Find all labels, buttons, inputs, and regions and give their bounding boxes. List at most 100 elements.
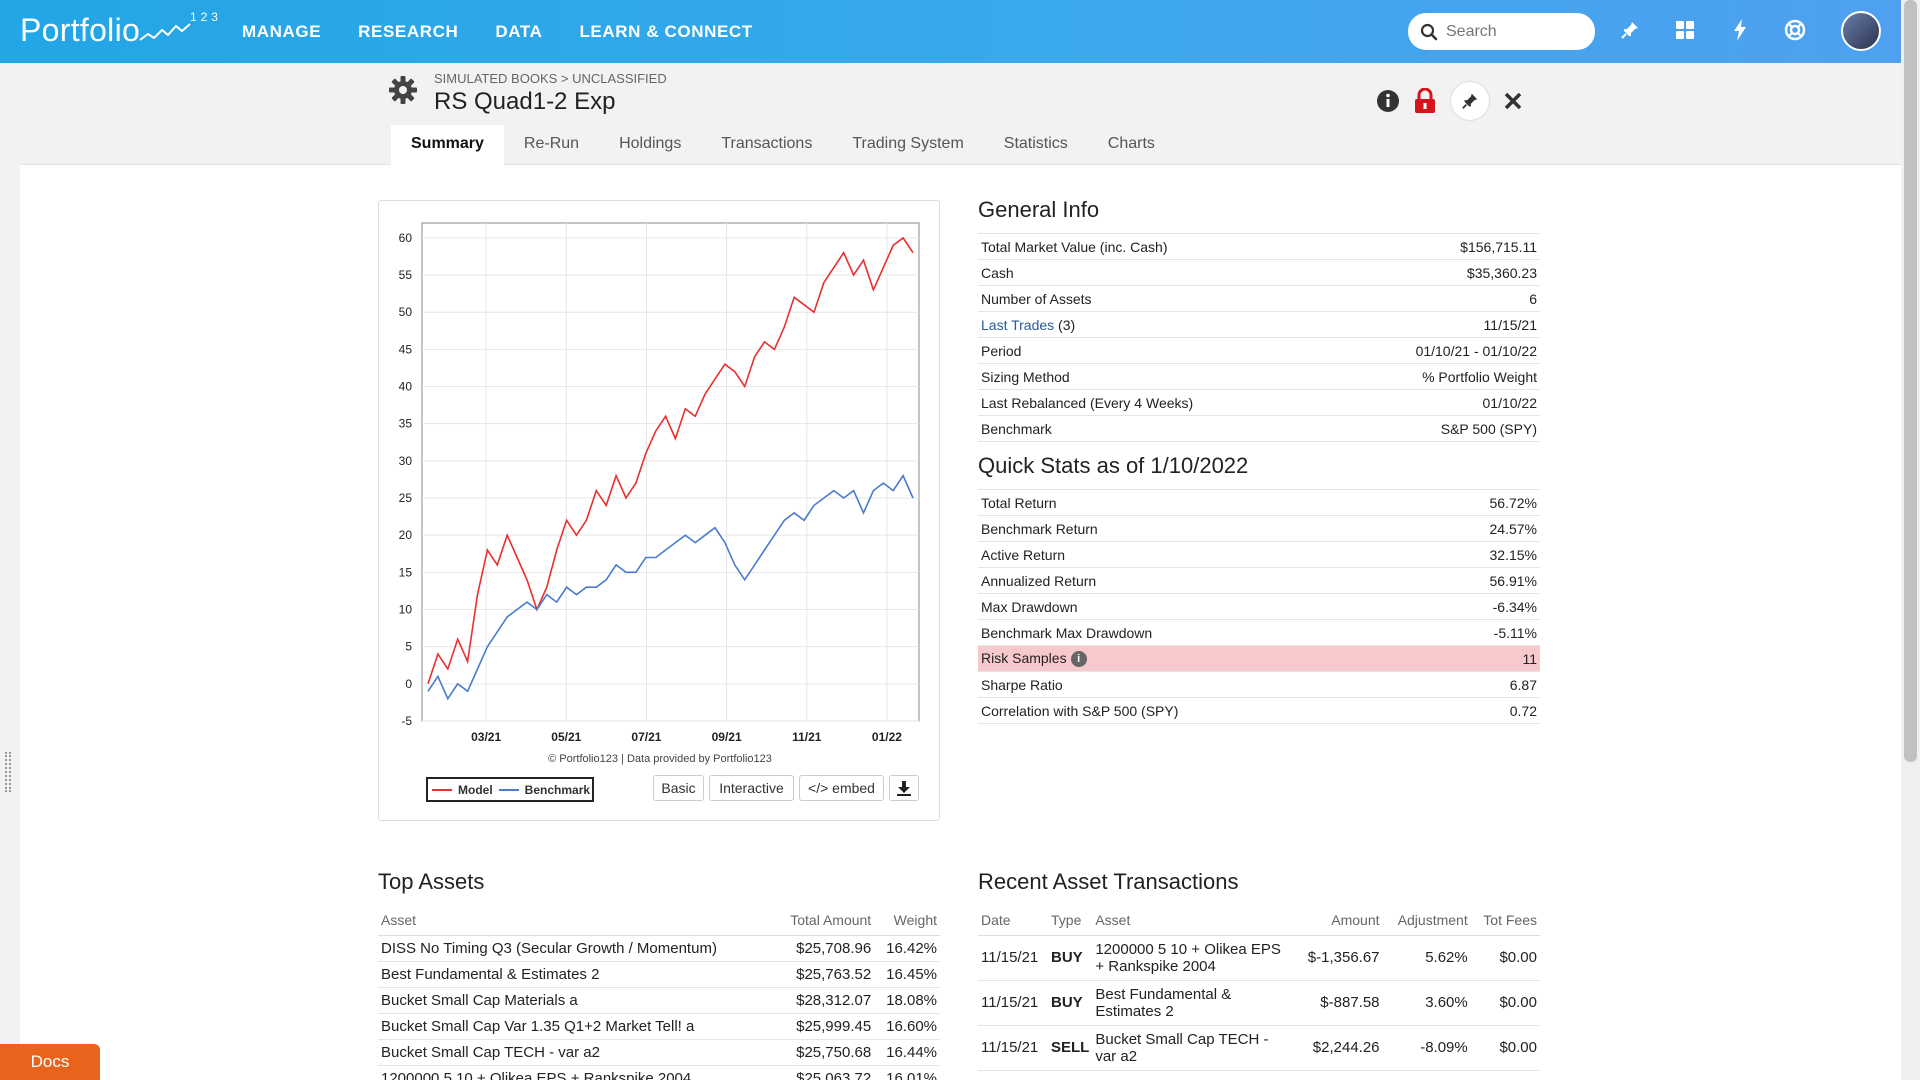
- col-type[interactable]: Type: [1048, 905, 1093, 936]
- last-trades-link[interactable]: Last Trades: [981, 316, 1055, 333]
- col-adjustment[interactable]: Adjustment: [1382, 905, 1471, 936]
- info-icon[interactable]: i: [1070, 651, 1087, 668]
- chart-download-button[interactable]: [889, 775, 919, 801]
- legend-benchmark: Benchmark: [524, 782, 591, 797]
- apps-grid-icon[interactable]: [1672, 17, 1697, 42]
- tx-date: 11/15/21: [978, 1025, 1048, 1071]
- portfolio123-logo[interactable]: Portfolio 1 2 3: [20, 10, 218, 49]
- page-scrollbar[interactable]: [1901, 0, 1920, 1080]
- info-value: $35,360.23: [1332, 259, 1540, 286]
- general-info-title: General Info: [978, 197, 1100, 222]
- stat-row: Max Drawdown -6.34%: [978, 593, 1540, 620]
- tab-trading-system[interactable]: Trading System: [852, 135, 964, 152]
- tx-asset-link[interactable]: Bucket Small Cap TECH - var a2: [1092, 1025, 1293, 1071]
- stat-label: Benchmark Max Drawdown: [978, 619, 1423, 646]
- search-input[interactable]: [1446, 22, 1586, 41]
- asset-link[interactable]: 1200000 5 10 + Olikea EPS + Rankspike 20…: [378, 1065, 774, 1080]
- stat-value: 24.57%: [1422, 515, 1540, 542]
- asset-weight: 18.08%: [874, 987, 940, 1014]
- stat-label: Sharpe Ratio: [978, 671, 1423, 698]
- nav-data[interactable]: DATA: [495, 22, 543, 41]
- search-icon: [1420, 23, 1438, 40]
- scrollbar-thumb[interactable]: [1904, 0, 1917, 762]
- col-date[interactable]: Date: [978, 905, 1048, 936]
- table-header-row: Asset Total Amount Weight: [378, 905, 940, 936]
- tab-summary[interactable]: Summary: [391, 125, 504, 165]
- col-tot-fees[interactable]: Tot Fees: [1470, 905, 1540, 936]
- asset-link[interactable]: Bucket Small Cap TECH - var a2: [378, 1039, 774, 1066]
- tab-bar: Summary Re-Run Holdings Transactions Tra…: [20, 125, 1901, 165]
- x-tick-label: 05/21: [551, 730, 581, 744]
- tx-date: 11/15/21: [978, 935, 1048, 981]
- asset-weight: 16.45%: [874, 961, 940, 988]
- asset-amount: $25,708.96: [773, 935, 875, 962]
- nav-manage[interactable]: MANAGE: [242, 22, 322, 41]
- info-row: Total Market Value (inc. Cash) $156,715.1…: [978, 233, 1540, 260]
- y-tick-label: 50: [399, 305, 413, 319]
- quick-stats-section: Quick Stats as of 1/10/2022 Total Return…: [978, 453, 1540, 724]
- y-tick-label: -5: [401, 714, 412, 728]
- asset-weight: 16.42%: [874, 935, 940, 962]
- col-asset[interactable]: Asset: [1092, 905, 1293, 936]
- info-icon[interactable]: [1376, 89, 1400, 113]
- tx-asset-link[interactable]: 1200000 5 10 + Olikea EPS + Rankspike 20…: [1092, 935, 1293, 981]
- last-trades-date-link[interactable]: 11/15/21: [1332, 311, 1540, 338]
- breadcrumb[interactable]: SIMULATED BOOKS > UNCLASSIFIED: [434, 71, 667, 86]
- chart-basic-button[interactable]: Basic: [653, 775, 704, 801]
- nav-learn-connect[interactable]: LEARN & CONNECT: [579, 22, 753, 41]
- help-lifebuoy-icon[interactable]: [1782, 17, 1807, 42]
- user-avatar[interactable]: [1841, 11, 1881, 51]
- tx-adjustment: -8.09%: [1382, 1025, 1471, 1071]
- top-assets-table: Asset Total Amount Weight DISS No Timing Q…: [378, 905, 940, 1080]
- tab-transactions[interactable]: Transactions: [721, 135, 813, 152]
- benchmark-series-line: [427, 474, 914, 701]
- stat-value: -5.11%: [1422, 619, 1540, 646]
- pin-icon[interactable]: [1617, 17, 1642, 42]
- tab-charts[interactable]: Charts: [1107, 135, 1155, 152]
- asset-link[interactable]: Bucket Small Cap Materials a: [378, 987, 774, 1014]
- model-series-line: [427, 236, 914, 685]
- info-value: 01/10/21 - 01/10/22: [1332, 337, 1540, 364]
- settings-gear-icon[interactable]: [388, 75, 418, 105]
- stat-value: 6.87: [1422, 671, 1540, 698]
- top-assets-title: Top Assets: [378, 869, 485, 894]
- chart-embed-button[interactable]: </> embed: [799, 775, 884, 801]
- drag-handle[interactable]: [5, 752, 11, 792]
- header-actions: [1376, 81, 1522, 121]
- info-value: 6: [1332, 285, 1540, 312]
- info-row: Sizing Method% Portfolio Weight: [978, 363, 1540, 390]
- lightning-icon[interactable]: [1727, 17, 1752, 42]
- lock-icon[interactable]: [1414, 88, 1436, 114]
- x-tick-label: 07/21: [631, 730, 661, 744]
- asset-link[interactable]: Best Fundamental & Estimates 2: [378, 961, 774, 988]
- stat-value: -6.34%: [1422, 593, 1540, 620]
- docs-button[interactable]: Docs: [0, 1044, 100, 1080]
- table-header-row: Date Type Asset Amount Adjustment Tot Fees: [978, 905, 1540, 936]
- asset-amount: $28,312.07: [773, 987, 875, 1014]
- col-weight[interactable]: Weight: [874, 905, 940, 936]
- book-header: SIMULATED BOOKS > UNCLASSIFIED RS Quad1-…: [20, 63, 1901, 125]
- col-total-amount[interactable]: Total Amount: [773, 905, 875, 936]
- chart-interactive-button[interactable]: Interactive: [709, 775, 794, 801]
- asset-link[interactable]: Bucket Small Cap Var 1.35 Q1+2 Market Te…: [378, 1013, 774, 1040]
- legend-model: Model: [458, 782, 493, 797]
- tab-holdings[interactable]: Holdings: [619, 135, 682, 152]
- close-icon[interactable]: [1504, 92, 1522, 110]
- tab-statistics[interactable]: Statistics: [1003, 135, 1068, 152]
- stat-value: 56.91%: [1422, 567, 1540, 594]
- pin-button[interactable]: [1450, 81, 1490, 121]
- table-row: DISS No Timing Q3 (Secular Growth / Mome…: [378, 935, 940, 962]
- nav-research[interactable]: RESEARCH: [358, 22, 459, 41]
- top-assets-section: Top Assets Asset Total Amount Weight DISS …: [378, 869, 940, 1080]
- tx-type: SELL: [1048, 1025, 1093, 1071]
- asset-link[interactable]: DISS No Timing Q3 (Secular Growth / Mome…: [378, 935, 774, 962]
- col-amount[interactable]: Amount: [1292, 905, 1383, 936]
- tab-rerun[interactable]: Re-Run: [523, 135, 580, 152]
- page-title: RS Quad1-2 Exp: [434, 88, 616, 115]
- tx-adjustment: 5.62%: [1382, 935, 1471, 981]
- tx-asset-link[interactable]: Best Fundamental & Estimates 2: [1092, 980, 1293, 1026]
- col-asset[interactable]: Asset: [378, 905, 774, 936]
- legend-model-swatch: [432, 788, 452, 791]
- y-tick-label: 20: [399, 528, 413, 542]
